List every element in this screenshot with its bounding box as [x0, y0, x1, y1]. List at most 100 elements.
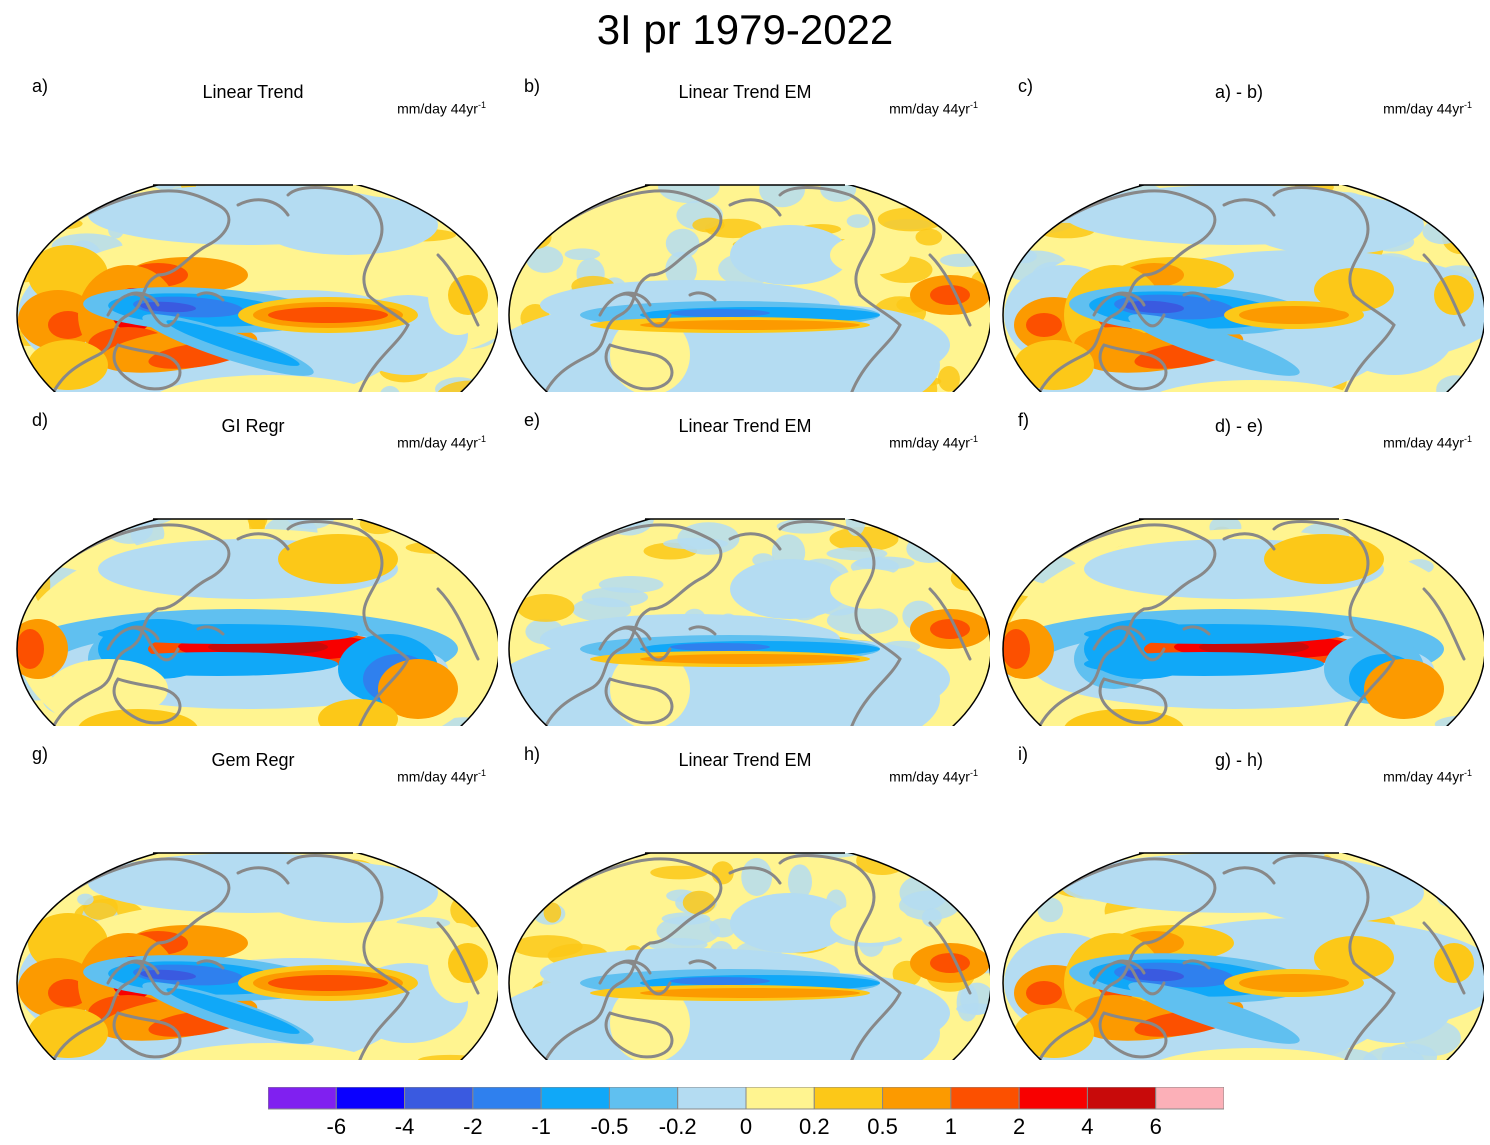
field-contour [830, 569, 910, 609]
coastline [196, 959, 225, 970]
noise-blob [564, 248, 601, 261]
panel-units: mm/day 44yr-1 [889, 768, 978, 785]
coastline [126, 959, 160, 975]
field-contour [98, 652, 338, 676]
coastline [1112, 959, 1146, 975]
field-contour [166, 320, 300, 366]
field-contour [148, 375, 388, 392]
noise-blob [1007, 201, 1034, 219]
field-contour [1364, 659, 1444, 719]
map-plot [8, 740, 498, 1060]
coastline [928, 921, 972, 995]
panel-letter: g) [32, 744, 49, 764]
field-contour [1084, 624, 1344, 644]
field-contour [730, 225, 850, 285]
noise-blob [665, 251, 697, 288]
colorbar-swatch [608, 1087, 679, 1110]
field-contour [930, 285, 970, 305]
panel-title: Gem Regr [211, 750, 295, 770]
field-contour [258, 863, 438, 923]
coastline [833, 961, 902, 1060]
coastline [518, 523, 723, 726]
coastline [928, 587, 972, 661]
coastline [604, 1011, 674, 1059]
coastline [728, 532, 782, 551]
noise-blob [598, 576, 664, 593]
field-contour [1003, 629, 1030, 669]
noise-blob [741, 858, 773, 896]
field-contour [1264, 534, 1384, 584]
field-contour [1084, 652, 1324, 676]
coastline [518, 857, 723, 1060]
colorbar-tick-label: -2 [463, 1114, 483, 1139]
colorbar-swatch [813, 1087, 884, 1110]
map-panel: f) d) - e) mm/day 44yr-1 [994, 406, 1484, 726]
colorbar-swatch [335, 1087, 406, 1110]
noise-blob [543, 902, 562, 923]
noise-blob [19, 198, 60, 215]
panel-letter: b) [524, 76, 541, 96]
coastline [1112, 625, 1146, 641]
coastline [1422, 921, 1466, 995]
coastline [728, 198, 782, 217]
colorbar-swatch [882, 1087, 952, 1110]
coastline [728, 866, 782, 885]
colorbar-tick-label: -0.2 [658, 1114, 697, 1139]
coastline [26, 189, 231, 392]
noise-blob [665, 228, 700, 259]
colorbar-tick-label: -1 [531, 1114, 551, 1139]
noise-blob [509, 539, 559, 576]
coastline [1012, 523, 1217, 726]
panel-letter: d) [32, 410, 49, 430]
noise-blob [379, 385, 401, 392]
field-contour [770, 669, 850, 726]
coastline [778, 854, 876, 965]
coastline [236, 198, 290, 217]
field-contour [1244, 863, 1424, 923]
figure-title: 3I pr 1979-2022 [596, 6, 894, 53]
field-contour [1026, 981, 1062, 1005]
colorbar-swatch [268, 1087, 337, 1110]
panel-title: Linear Trend EM [678, 416, 812, 436]
noise-blob [906, 534, 952, 563]
noise-blob [1003, 905, 1020, 939]
noise-blob [509, 711, 530, 726]
field-contour [770, 1003, 850, 1060]
coastline [598, 626, 672, 662]
coastline [1422, 253, 1466, 327]
field-contour [1434, 275, 1474, 315]
field-contour [770, 335, 850, 392]
colorbar-tick-label: -6 [326, 1114, 347, 1139]
coastline [341, 293, 410, 392]
colorbar-swatch [950, 1087, 1020, 1110]
field-contour [640, 654, 860, 664]
coastline [778, 520, 876, 631]
panel-title: Linear Trend [202, 82, 304, 102]
field-contour [448, 943, 488, 983]
panel-title: Linear Trend EM [678, 82, 812, 102]
noise-blob [650, 865, 708, 880]
noise-blob [1440, 523, 1476, 549]
panel-title: Linear Trend EM [678, 750, 812, 770]
noise-blob [1362, 1046, 1425, 1060]
noise-blob [854, 556, 915, 570]
field-contour [1128, 982, 1300, 1044]
coastline [598, 960, 672, 996]
field-contour [1434, 943, 1474, 983]
field-contour [1014, 340, 1094, 390]
coastline [106, 960, 180, 996]
map-plot [500, 740, 990, 1060]
coastline [778, 186, 876, 297]
panel-letter: a) [32, 76, 49, 96]
colorbar-swatch [472, 1087, 542, 1110]
panel-title: d) - e) [1214, 416, 1263, 436]
field-contour [28, 1008, 108, 1058]
coastline [26, 523, 231, 726]
panel-units: mm/day 44yr-1 [1383, 768, 1472, 785]
map-plot [994, 406, 1484, 726]
coastline [1182, 291, 1211, 302]
coastline [833, 293, 902, 392]
panel-letter: f) [1018, 410, 1029, 430]
map-panel: h) Linear Trend EM mm/day 44yr-1 [500, 740, 990, 1060]
noise-blob [787, 864, 813, 900]
